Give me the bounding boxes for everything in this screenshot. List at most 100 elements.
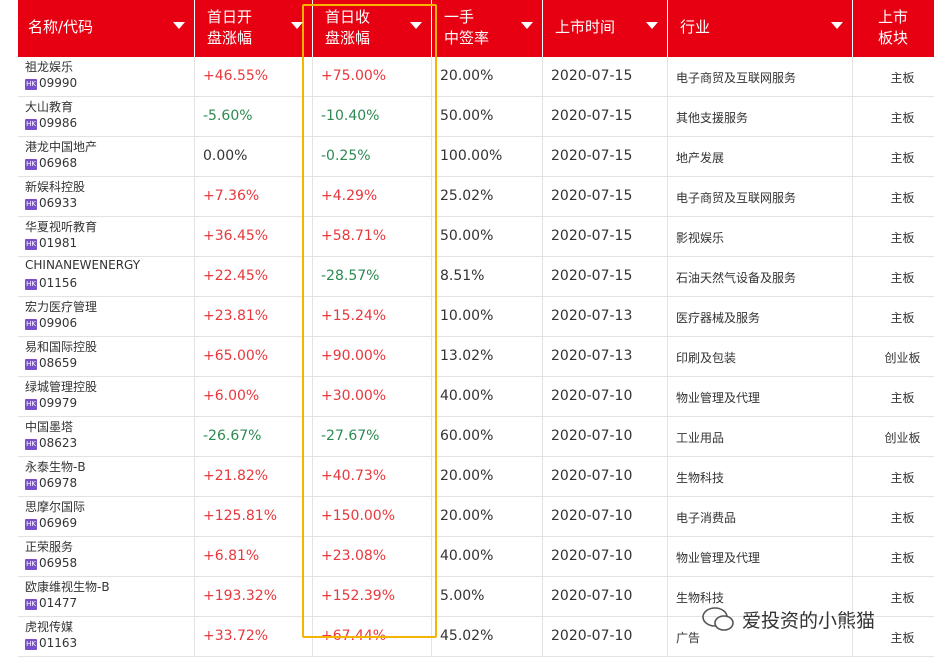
lot-rate: 45.02% <box>440 628 494 644</box>
sort-arrow[interactable] <box>831 22 843 30</box>
stock-name: 新娱科控股 <box>25 180 86 194</box>
table-cell <box>432 617 543 657</box>
table-cell <box>313 297 432 337</box>
header-text: 板块 <box>877 29 908 47</box>
table-cell <box>18 217 195 257</box>
table-cell <box>853 497 934 537</box>
board: 主板 <box>890 271 915 285</box>
market-badge: HK <box>25 319 37 330</box>
sort-arrow[interactable] <box>291 22 303 30</box>
board: 主板 <box>890 111 915 125</box>
table-cell <box>432 297 543 337</box>
board: 主板 <box>890 391 915 405</box>
table-cell <box>195 457 313 497</box>
list-date: 2020-07-15 <box>551 228 633 244</box>
industry: 工业用品 <box>676 431 725 445</box>
lot-rate: 50.00% <box>440 228 494 244</box>
table-cell <box>432 577 543 617</box>
change-value: +4.29% <box>321 188 378 204</box>
table-cell <box>668 577 853 617</box>
industry: 电子消费品 <box>676 511 737 525</box>
market-badge: HK <box>25 599 37 610</box>
list-date: 2020-07-10 <box>551 588 633 604</box>
table-cell <box>668 257 853 297</box>
table-cell <box>432 97 543 137</box>
board: 创业板 <box>884 431 921 445</box>
stock-code: 06968 <box>39 156 78 170</box>
change-value: +30.00% <box>321 388 387 404</box>
list-date: 2020-07-13 <box>551 348 633 364</box>
table-cell <box>18 577 195 617</box>
board: 主板 <box>890 71 915 85</box>
stock-name: 大山教育 <box>25 100 74 114</box>
stock-code: 09986 <box>39 116 78 130</box>
table-cell <box>543 617 668 657</box>
board: 主板 <box>890 191 915 205</box>
stock-name: 欧康维视生物-B <box>25 580 110 594</box>
table-cell <box>18 617 195 657</box>
stock-code: 08659 <box>39 356 78 370</box>
list-date: 2020-07-15 <box>551 148 633 164</box>
table-cell <box>853 217 934 257</box>
table-cell <box>313 217 432 257</box>
table-cell <box>853 257 934 297</box>
lot-rate: 100.00% <box>440 148 503 164</box>
market-badge: HK <box>25 519 37 530</box>
table-cell <box>313 377 432 417</box>
change-value: +22.45% <box>203 268 269 284</box>
board: 主板 <box>890 231 915 245</box>
table-cell <box>195 297 313 337</box>
board: 主板 <box>890 551 915 565</box>
header-cell <box>432 0 542 57</box>
table-cell <box>668 337 853 377</box>
sort-arrow[interactable] <box>410 22 422 30</box>
header-cell <box>313 0 431 57</box>
change-value: -27.67% <box>321 428 380 444</box>
stock-code: 08623 <box>39 436 78 450</box>
change-value: +23.08% <box>321 548 387 564</box>
stock-name: 宏力医疗管理 <box>25 300 98 314</box>
change-value: +33.72% <box>203 628 269 644</box>
change-value: +75.00% <box>321 68 387 84</box>
list-date: 2020-07-15 <box>551 268 633 284</box>
lot-rate: 20.00% <box>440 508 494 524</box>
table-cell <box>18 297 195 337</box>
industry: 医疗器械及服务 <box>676 311 761 325</box>
table-cell <box>543 537 668 577</box>
table-cell <box>543 417 668 457</box>
table-cell <box>543 377 668 417</box>
table-cell <box>432 217 543 257</box>
market-badge: HK <box>25 279 37 290</box>
stock-code: 09979 <box>39 396 78 410</box>
table-cell <box>853 337 934 377</box>
table-cell <box>853 457 934 497</box>
lot-rate: 10.00% <box>440 308 494 324</box>
stock-name: 中国墨塔 <box>25 420 74 434</box>
stock-name: 绿城管理控股 <box>25 380 98 394</box>
table-cell <box>853 537 934 577</box>
change-value: +6.00% <box>203 388 260 404</box>
sort-arrow[interactable] <box>173 22 185 30</box>
change-value: +23.81% <box>203 308 269 324</box>
table-cell <box>432 177 543 217</box>
sort-arrow[interactable] <box>521 22 533 30</box>
list-date: 2020-07-10 <box>551 388 633 404</box>
table-cell <box>668 377 853 417</box>
list-date: 2020-07-15 <box>551 188 633 204</box>
header-text: 中签率 <box>444 29 490 47</box>
table-cell <box>668 417 853 457</box>
lot-rate: 20.00% <box>440 468 494 484</box>
table-cell <box>313 137 432 177</box>
table-cell <box>853 297 934 337</box>
table-cell <box>853 577 934 617</box>
header-cell <box>195 0 312 57</box>
sort-arrow[interactable] <box>646 22 658 30</box>
table-cell <box>313 257 432 297</box>
industry: 生物科技 <box>676 591 725 605</box>
stock-name: 祖龙娱乐 <box>25 60 74 74</box>
stock-name: 华夏视听教育 <box>25 220 98 234</box>
stock-name: 虎视传媒 <box>25 620 74 634</box>
table-cell <box>313 97 432 137</box>
table-cell <box>543 97 668 137</box>
stock-name: 正荣服务 <box>25 540 74 554</box>
